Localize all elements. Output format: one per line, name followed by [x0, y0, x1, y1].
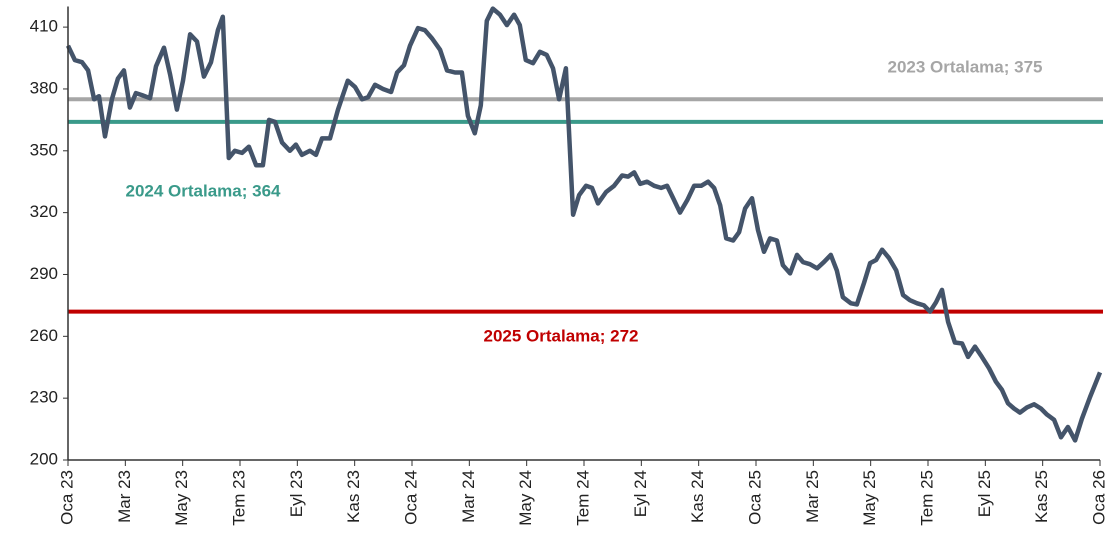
x-tick-label: Tem 25	[917, 470, 936, 526]
x-tick-label: Oca 24	[401, 470, 420, 525]
x-tick-label: Eyl 25	[975, 470, 994, 517]
x-tick-label: Kas 23	[344, 470, 363, 523]
y-tick-label: 380	[30, 78, 58, 97]
x-tick-label: May 25	[860, 470, 879, 526]
x-tick-label: Tem 24	[573, 470, 592, 526]
x-tick-label: Oca 23	[57, 470, 76, 525]
x-tick-label: Mar 24	[459, 470, 478, 523]
x-tick-label: Kas 25	[1032, 470, 1051, 523]
y-tick-label: 290	[30, 264, 58, 283]
x-tick-label: May 23	[172, 470, 191, 526]
x-tick-label: Oca 25	[745, 470, 764, 525]
y-tick-label: 230	[30, 388, 58, 407]
x-tick-label: Kas 24	[688, 470, 707, 523]
y-tick-label: 350	[30, 140, 58, 159]
y-tick-label: 200	[30, 449, 58, 468]
x-tick-label: Mar 23	[115, 470, 134, 523]
x-tick-label: May 24	[516, 470, 535, 526]
data-line	[65, 6, 1103, 443]
y-tick-label: 320	[30, 202, 58, 221]
reference-label: 2025 Ortalama; 272	[484, 326, 639, 345]
x-tick-label: Oca 26	[1089, 470, 1107, 525]
reference-label: 2024 Ortalama; 364	[126, 181, 282, 200]
y-tick-label: 410	[30, 17, 58, 36]
x-tick-label: Tem 23	[229, 470, 248, 526]
y-tick-label: 260	[30, 326, 58, 345]
x-tick-label: Mar 25	[803, 470, 822, 523]
x-tick-label: Eyl 24	[631, 470, 650, 517]
reference-label: 2023 Ortalama; 375	[888, 57, 1043, 76]
x-tick-label: Eyl 23	[287, 470, 306, 517]
